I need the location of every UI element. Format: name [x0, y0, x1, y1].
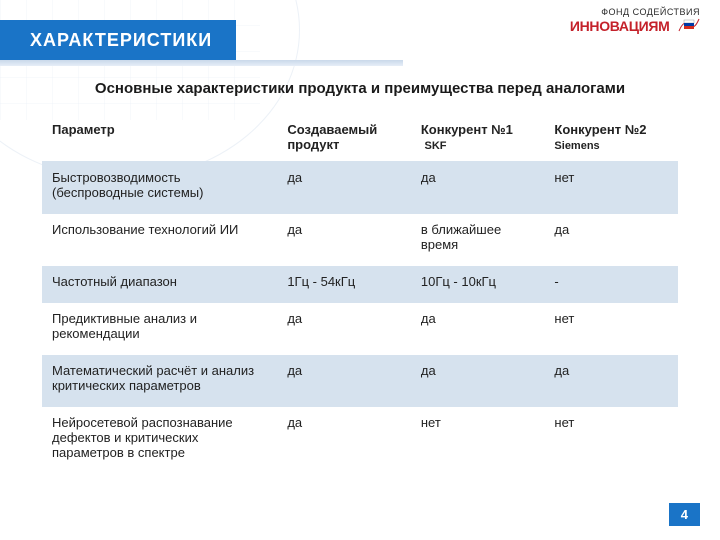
table-cell: да	[411, 303, 545, 355]
comparison-table: Параметр Создаваемый продукт Конкурент №…	[42, 114, 678, 474]
table-cell: Частотный диапазон	[42, 266, 277, 303]
slide-subtitle: Основные характеристики продукта и преим…	[0, 80, 720, 98]
table-cell: да	[277, 355, 411, 407]
table-body: Быстровозводимость (беспроводные системы…	[42, 161, 678, 474]
table-row: Математический расчёт и анализ критическ…	[42, 355, 678, 407]
col-label: Конкурент №2	[554, 122, 646, 137]
table-cell: нет	[411, 407, 545, 474]
table-cell: да	[277, 161, 411, 214]
table-cell: Предиктивные анализ и рекомендации	[42, 303, 277, 355]
table-row: Нейросетевой распознавание дефектов и кр…	[42, 407, 678, 474]
table-cell: да	[277, 303, 411, 355]
sponsor-logo: ФОНД СОДЕЙСТВИЯ ИННОВАЦИЯМ	[570, 8, 700, 37]
col-label: Конкурент №1	[421, 122, 513, 137]
table-cell: да	[411, 355, 545, 407]
logo-line1: ФОНД СОДЕЙСТВИЯ	[570, 8, 700, 17]
table-cell: -	[544, 266, 678, 303]
table-cell: 10Гц - 10кГц	[411, 266, 545, 303]
table-cell: 1Гц - 54кГц	[277, 266, 411, 303]
table-cell: нет	[544, 407, 678, 474]
col-header: Конкурент №1 SKF	[411, 114, 545, 161]
col-label: Параметр	[52, 122, 115, 137]
slide-title: ХАРАКТЕРИСТИКИ	[30, 30, 212, 51]
table-cell: да	[277, 407, 411, 474]
table-cell: да	[411, 161, 545, 214]
title-band: ХАРАКТЕРИСТИКИ	[0, 20, 236, 60]
table-cell: Быстровозводимость (беспроводные системы…	[42, 161, 277, 214]
col-header: Параметр	[42, 114, 277, 161]
table: Параметр Создаваемый продукт Конкурент №…	[42, 114, 678, 474]
table-head: Параметр Создаваемый продукт Конкурент №…	[42, 114, 678, 161]
table-cell: да	[277, 214, 411, 266]
table-cell: да	[544, 355, 678, 407]
logo-line2: ИННОВАЦИЯМ	[570, 18, 670, 34]
col-sublabel: Siemens	[554, 140, 599, 152]
col-sublabel: SKF	[425, 140, 447, 152]
slide: ХАРАКТЕРИСТИКИ ФОНД СОДЕЙСТВИЯ ИННОВАЦИЯ…	[0, 0, 720, 540]
col-header: Конкурент №2 Siemens	[544, 114, 678, 161]
table-cell: Нейросетевой распознавание дефектов и кр…	[42, 407, 277, 474]
flag-icon	[678, 17, 700, 37]
title-underline	[0, 60, 403, 66]
table-row: Предиктивные анализ и рекомендациидадане…	[42, 303, 678, 355]
table-row: Быстровозводимость (беспроводные системы…	[42, 161, 678, 214]
col-header: Создаваемый продукт	[277, 114, 411, 161]
table-cell: да	[544, 214, 678, 266]
table-row: Частотный диапазон1Гц - 54кГц10Гц - 10кГ…	[42, 266, 678, 303]
table-cell: в ближайшее время	[411, 214, 545, 266]
table-cell: Использование технологий ИИ	[42, 214, 277, 266]
page-number-badge: 4	[669, 503, 700, 526]
table-cell: нет	[544, 161, 678, 214]
table-row: Использование технологий ИИдав ближайшее…	[42, 214, 678, 266]
col-label: Создаваемый продукт	[287, 122, 377, 152]
table-cell: нет	[544, 303, 678, 355]
table-cell: Математический расчёт и анализ критическ…	[42, 355, 277, 407]
